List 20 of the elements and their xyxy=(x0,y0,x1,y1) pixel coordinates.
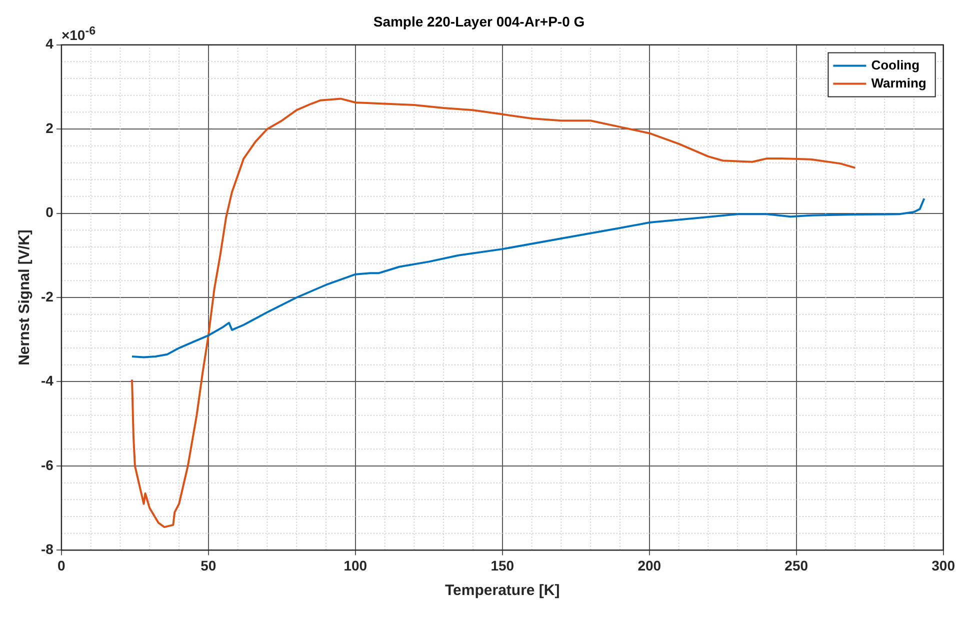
x-tick-label: 200 xyxy=(638,557,662,574)
legend-label: Warming xyxy=(871,75,926,90)
y-axis-title: Nernst Signal [V/K] xyxy=(16,230,34,366)
y-tick-label: 0 xyxy=(46,204,54,220)
x-axis-title: Temperature [K] xyxy=(445,582,560,600)
legend-label: Cooling xyxy=(871,57,920,72)
x-tick-label: 300 xyxy=(932,557,956,574)
y-tick-label: -4 xyxy=(40,372,54,389)
x-tick-label: 0 xyxy=(58,557,66,574)
y-tick-label: -6 xyxy=(40,456,54,473)
text: ×10$^{-6}$ xyxy=(61,24,96,44)
y-tick-label: 2 xyxy=(46,120,54,136)
y-tick-label: -8 xyxy=(40,541,54,558)
y-tick-label: 4 xyxy=(46,36,54,52)
x-tick-label: 150 xyxy=(490,557,514,574)
x-tick-label: 50 xyxy=(200,557,216,574)
x-tick-label: 100 xyxy=(344,557,368,574)
y-tick-label: -2 xyxy=(40,288,54,304)
x-tick-label: 250 xyxy=(784,557,808,574)
chart-title: Sample 220-Layer 004-Ar+P-0 G xyxy=(373,13,585,30)
